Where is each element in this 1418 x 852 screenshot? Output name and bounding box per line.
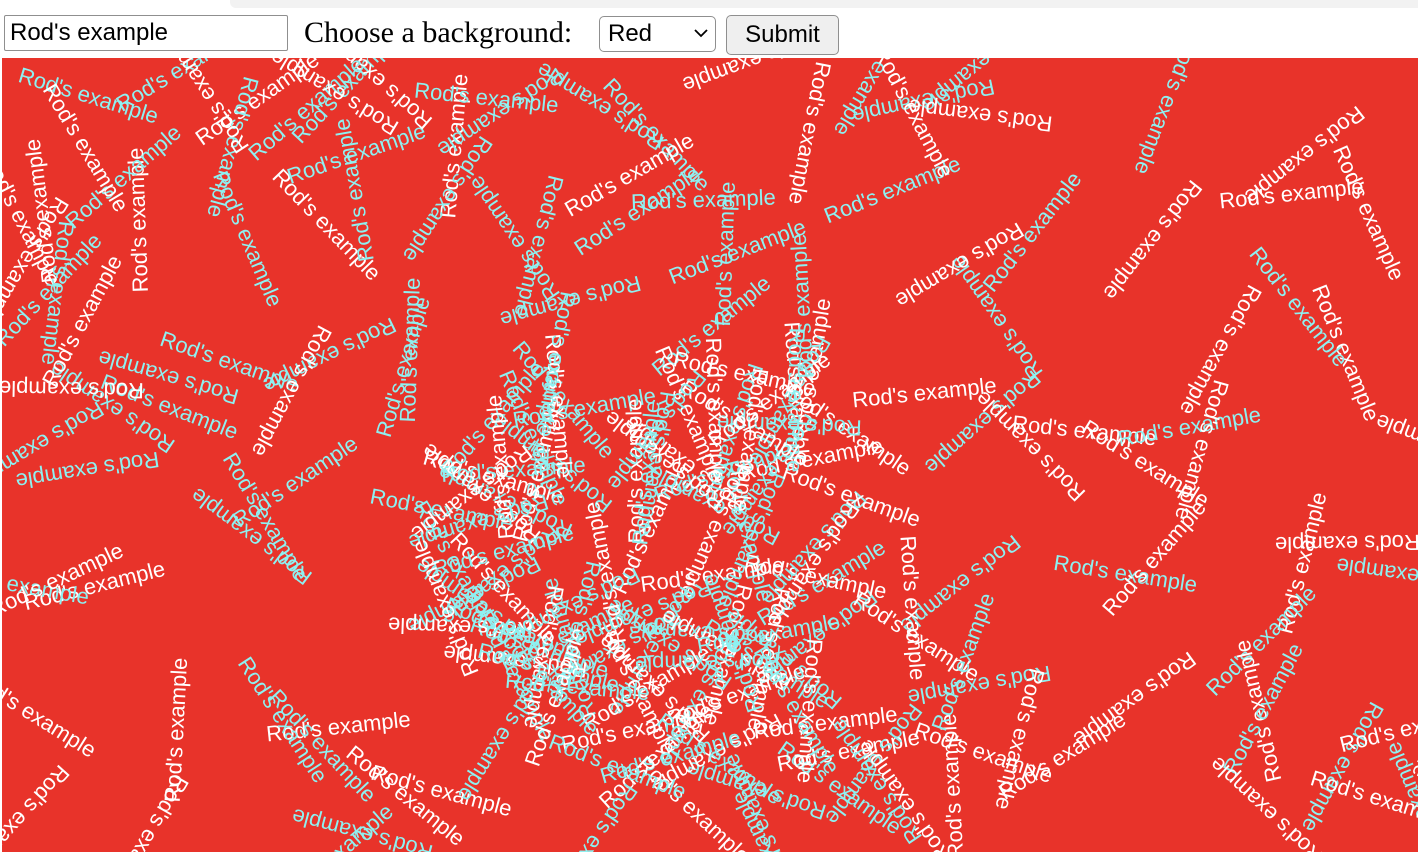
- repeated-text-item: Rod's example: [1098, 175, 1208, 306]
- repeated-text-item: Rod's example: [970, 386, 1091, 507]
- repeated-text-item: Rod's example: [100, 771, 194, 852]
- repeated-text-item: Rod's example: [1296, 697, 1389, 837]
- repeated-text-item: Rod's example: [1334, 553, 1418, 598]
- background-label: Choose a background:: [304, 16, 573, 49]
- repeated-text-item: Rod's example: [1129, 58, 1204, 178]
- repeated-text-item: Rod's example: [246, 321, 337, 462]
- background-select[interactable]: Red: [599, 16, 716, 52]
- repeated-text-item: Rod's example: [2, 664, 101, 763]
- repeated-text-item: Rod's example: [895, 535, 930, 681]
- repeated-text-item: Rod's example: [1328, 142, 1410, 284]
- repeated-text-item: Rod's example: [2, 376, 144, 404]
- browser-chrome-strip: [230, 0, 1418, 8]
- background-select-value: Red: [608, 20, 653, 47]
- repeated-text-item: Rod's example: [1275, 530, 1418, 558]
- repeated-text-item: Rod's example: [1372, 408, 1418, 484]
- text-input[interactable]: [4, 15, 288, 51]
- repeated-text-item: Rod's example: [679, 58, 824, 98]
- repeated-text-item: Rod's example: [1097, 494, 1211, 621]
- repeated-text-item: Rod's example: [783, 59, 836, 207]
- text-art-canvas: Rod's example Rod's example Rod's example R…: [2, 58, 1418, 852]
- repeated-text-item: Rod's example: [395, 277, 425, 423]
- repeated-text-item: Rod's example: [540, 779, 643, 852]
- repeated-text-item: Rod's example: [786, 233, 819, 379]
- chevron-down-icon: [694, 29, 708, 38]
- repeated-text-item: Rod's example: [2, 760, 75, 852]
- form-bar: Choose a background: Red Submit: [0, 0, 1418, 58]
- repeated-text-item: Rod's example: [635, 641, 845, 779]
- submit-button[interactable]: Submit: [726, 15, 839, 55]
